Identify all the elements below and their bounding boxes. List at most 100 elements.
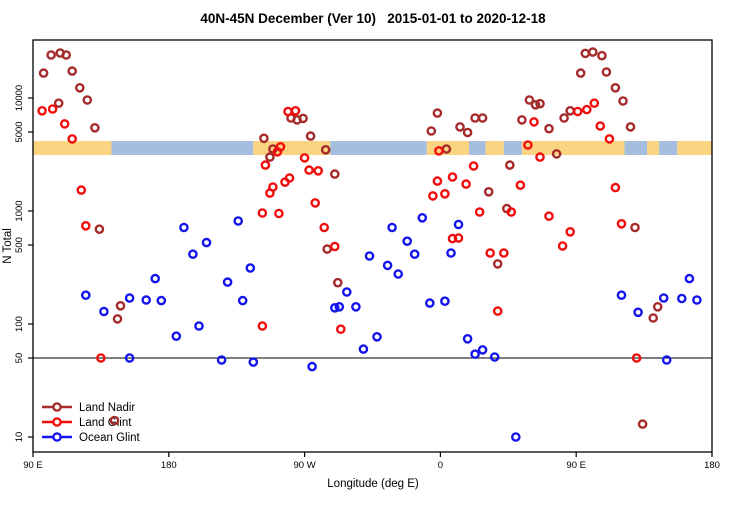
data-point	[511, 432, 521, 442]
data-point	[38, 68, 49, 78]
data-point	[248, 357, 259, 367]
data-point	[358, 344, 369, 354]
data-point	[446, 248, 456, 258]
data-point	[245, 263, 256, 273]
data-point	[692, 295, 702, 305]
data-point	[341, 287, 352, 297]
map-strip-segment-land	[521, 141, 625, 155]
data-point	[589, 98, 600, 108]
data-point	[67, 66, 77, 76]
y-tick-label: 100	[14, 316, 25, 332]
data-point	[470, 349, 480, 360]
data-point	[483, 186, 494, 197]
data-point	[329, 302, 340, 313]
data-point	[625, 122, 636, 132]
data-point	[171, 331, 182, 342]
data-point	[477, 113, 488, 123]
data-point	[462, 333, 473, 344]
legend: Land Nadir Land Glint Ocean Glint	[42, 402, 141, 444]
data-point	[492, 259, 503, 269]
data-point	[305, 131, 316, 141]
data-point	[382, 260, 393, 271]
data-point	[658, 293, 669, 303]
data-point	[94, 224, 105, 234]
x-tick-label: 180	[704, 460, 720, 471]
data-point	[47, 104, 58, 114]
data-point	[485, 248, 496, 258]
data-point	[492, 306, 503, 316]
data-point	[582, 104, 592, 115]
data-point	[372, 331, 382, 342]
y-axis-label: N Total	[2, 228, 14, 264]
data-point	[524, 95, 535, 105]
data-point	[455, 122, 465, 132]
data-point	[216, 355, 227, 365]
data-point	[517, 115, 527, 125]
x-tick-label: 90 W	[294, 460, 316, 471]
data-point	[222, 277, 233, 287]
data-point	[684, 273, 695, 284]
data-point	[565, 106, 576, 116]
data-point	[498, 248, 509, 258]
data-point	[610, 182, 621, 193]
data-point	[141, 295, 151, 305]
data-point	[544, 211, 554, 221]
data-point	[76, 185, 87, 195]
data-point	[96, 353, 106, 363]
data-point	[468, 161, 479, 171]
data-point	[307, 361, 317, 372]
data-point	[648, 313, 659, 323]
y-axis: 10000 5000 1000 500 100 50 10	[14, 85, 33, 443]
data-point	[474, 207, 485, 217]
data-point	[470, 113, 480, 123]
data-point	[124, 353, 135, 363]
data-point	[572, 106, 583, 117]
data-point	[188, 249, 198, 259]
data-point	[259, 133, 269, 144]
map-strip-segment-ocean	[469, 141, 486, 155]
data-point	[462, 127, 473, 138]
legend-label-land_glint: Land Glint	[79, 417, 132, 429]
data-point	[616, 218, 627, 229]
data-point	[432, 176, 443, 186]
data-point	[387, 222, 397, 233]
data-point	[257, 208, 268, 218]
data-point	[453, 219, 464, 230]
series-land_nadir	[38, 47, 663, 429]
data-point	[272, 146, 283, 157]
legend-label-ocean_glint: Ocean Glint	[79, 432, 141, 444]
y-tick-label: 10	[14, 432, 25, 443]
data-point	[580, 48, 591, 59]
data-point	[115, 300, 126, 311]
data-point	[233, 216, 243, 226]
data-point	[557, 241, 568, 251]
data-point	[447, 172, 458, 182]
data-point	[453, 233, 464, 243]
data-point	[320, 144, 331, 155]
data-point	[489, 352, 500, 362]
data-point	[322, 244, 333, 254]
x-tick-label: 180	[161, 460, 177, 471]
legend-marker-ocean_glint	[52, 432, 62, 442]
data-point	[661, 355, 672, 365]
x-axis: 90 E 180 90 W 0 90 E 180	[23, 452, 720, 471]
map-strip-segment-ocean	[111, 141, 254, 155]
data-point	[604, 134, 615, 144]
data-point	[283, 106, 293, 117]
data-point	[506, 207, 517, 217]
data-point	[280, 177, 290, 187]
data-point	[299, 153, 310, 163]
data-point	[601, 67, 612, 77]
data-point	[595, 121, 606, 131]
map-strip-segment-land	[485, 141, 504, 155]
data-point	[393, 269, 404, 279]
map-strip-segment-ocean	[624, 141, 648, 155]
data-point	[424, 298, 435, 308]
x-tick-label: 0	[438, 460, 443, 471]
data-point	[75, 83, 85, 93]
data-point	[257, 321, 268, 331]
data-point	[364, 251, 375, 261]
data-point	[633, 307, 643, 318]
